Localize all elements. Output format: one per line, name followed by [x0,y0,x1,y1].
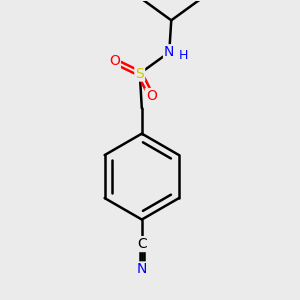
Text: O: O [146,89,157,103]
Text: O: O [109,54,120,68]
Text: H: H [179,49,188,62]
Text: N: N [136,262,147,276]
Text: N: N [164,45,174,59]
Text: S: S [135,67,144,80]
Text: C: C [137,237,147,251]
